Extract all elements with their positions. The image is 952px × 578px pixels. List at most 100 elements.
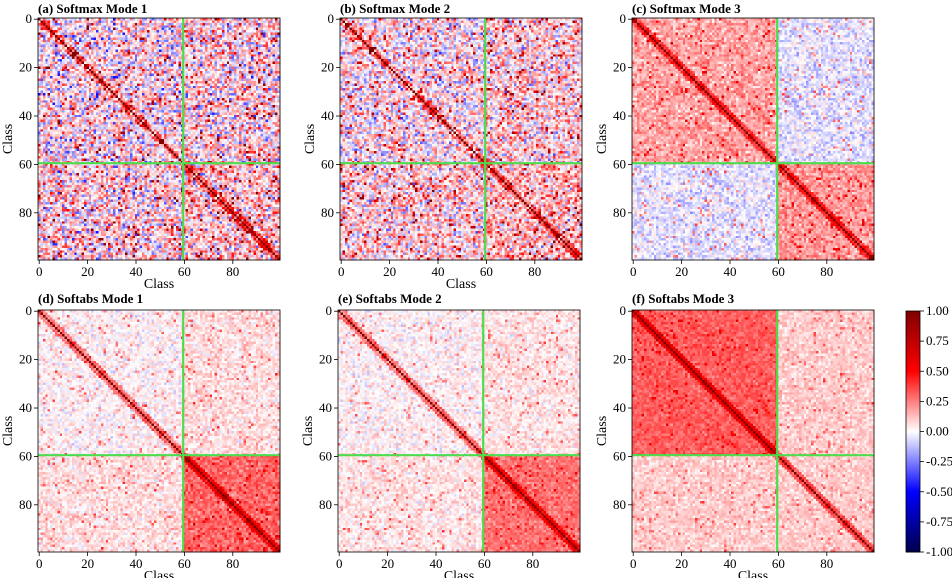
heatmap-cell [132, 18, 135, 21]
heatmap-cell [103, 28, 106, 31]
heatmap-cell [128, 18, 131, 21]
heatmap-cell [190, 20, 193, 23]
heatmap-cell [142, 28, 145, 31]
heatmap-cell [203, 28, 206, 31]
heatmap-cell [198, 18, 201, 21]
heatmap-cell [171, 18, 174, 21]
heatmap-cell [236, 18, 239, 21]
heatmap-cell [239, 20, 242, 23]
heatmap-cell [166, 28, 169, 31]
heatmap-cell [53, 23, 56, 26]
heatmap-cell [82, 25, 85, 28]
heatmap-cell [135, 23, 138, 26]
heatmap-cell [227, 28, 230, 31]
heatmap-cell [249, 28, 252, 31]
heatmap-cell [188, 28, 191, 31]
heatmap-cell [96, 23, 99, 26]
heatmap-cell [236, 23, 239, 26]
heatmap-cell [261, 20, 264, 23]
heatmap-cell [128, 30, 131, 33]
heatmap-cell [251, 18, 254, 21]
heatmap-cell [241, 25, 244, 28]
heatmap-cell [174, 28, 177, 31]
heatmap-cell [89, 18, 92, 21]
heatmap-cell [236, 20, 239, 23]
heatmap-cell [222, 23, 225, 26]
heatmap-cell [258, 20, 261, 23]
heatmap-cell [91, 25, 94, 28]
heatmap-cell [128, 25, 131, 28]
heatmap-cell [79, 30, 82, 33]
heatmap-cell [217, 28, 220, 31]
heatmap-cell [159, 25, 162, 28]
heatmap-cell [195, 23, 198, 26]
heatmap-cell [69, 20, 72, 23]
heatmap-cell [140, 20, 143, 23]
heatmap-cell [108, 20, 111, 23]
heatmap-cell [38, 28, 41, 31]
heatmap-cell [147, 25, 150, 28]
heatmap-cell [144, 28, 147, 31]
heatmap-cell [186, 20, 189, 23]
heatmap-cell [99, 28, 102, 31]
heatmap-cell [249, 25, 252, 28]
heatmap-cell [263, 18, 266, 21]
heatmap-cell [120, 23, 123, 26]
heatmap-cell [169, 30, 172, 33]
heatmap-cell [157, 18, 160, 21]
heatmap-cell [205, 20, 208, 23]
heatmap-cell [178, 20, 181, 23]
heatmap-cell [239, 28, 242, 31]
heatmap-cell [227, 18, 230, 21]
heatmap-cell [207, 20, 210, 23]
heatmap-cell [96, 25, 99, 28]
heatmap-cell [212, 20, 215, 23]
heatmap-cell [154, 30, 157, 33]
heatmap-cell [140, 28, 143, 31]
heatmap-cell [89, 20, 92, 23]
heatmap-cell [79, 25, 82, 28]
heatmap-cell [239, 23, 242, 26]
heatmap-cell [273, 28, 276, 31]
heatmap-cell [140, 18, 143, 21]
heatmap-cell [108, 30, 111, 33]
heatmap-cell [190, 18, 193, 21]
heatmap-cell [256, 28, 259, 31]
heatmap-cell [268, 25, 271, 28]
heatmap-cell [164, 20, 167, 23]
heatmap-cell [120, 20, 123, 23]
heatmap-cell [137, 18, 140, 21]
heatmap-cell [86, 20, 89, 23]
heatmap-cell [224, 25, 227, 28]
heatmap-cell [55, 20, 58, 23]
heatmap-cell [200, 25, 203, 28]
heatmap-cell [72, 20, 75, 23]
heatmap-cell [125, 20, 128, 23]
heatmap-cell [195, 20, 198, 23]
heatmap-cell [115, 20, 118, 23]
heatmap-cell [246, 28, 249, 31]
heatmap-cell [82, 20, 85, 23]
heatmap-cell [229, 20, 232, 23]
heatmap-cell [77, 28, 80, 31]
heatmap-cell [215, 25, 218, 28]
heatmap-cell [135, 28, 138, 31]
heatmap-cell [166, 30, 169, 33]
heatmap-cell [222, 20, 225, 23]
heatmap-cell [217, 18, 220, 21]
heatmap-cell [43, 25, 46, 28]
heatmap-cell [198, 28, 201, 31]
heatmap-cell [120, 28, 123, 31]
heatmap-cell [86, 23, 89, 26]
heatmap-cell [125, 18, 128, 21]
heatmap-cell [123, 20, 126, 23]
heatmap-cell [65, 30, 68, 33]
heatmap-cell [203, 25, 206, 28]
heatmap-cell [161, 25, 164, 28]
heatmap-cell [275, 23, 278, 26]
heatmap-cell [239, 18, 242, 21]
heatmap-cell [144, 23, 147, 26]
heatmap-cells [38, 18, 280, 260]
heatmap-cell [137, 20, 140, 23]
heatmap-cell [176, 23, 179, 26]
